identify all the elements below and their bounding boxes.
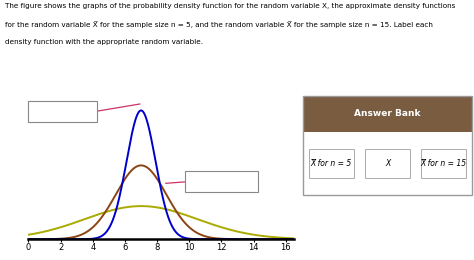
Text: X̅ for n = 15: X̅ for n = 15 [420, 159, 466, 168]
Text: The figure shows the graphs of the probability density function for the random v: The figure shows the graphs of the proba… [5, 3, 455, 9]
Text: density function with the appropriate random variable.: density function with the appropriate ra… [5, 39, 203, 45]
Text: X̅ for n = 5: X̅ for n = 5 [311, 159, 352, 168]
Text: Answer Bank: Answer Bank [354, 109, 421, 119]
Text: X: X [385, 159, 390, 168]
Text: for the random variable X̅ for the sample size n = 5, and the random variable X̅: for the random variable X̅ for the sampl… [5, 21, 433, 28]
